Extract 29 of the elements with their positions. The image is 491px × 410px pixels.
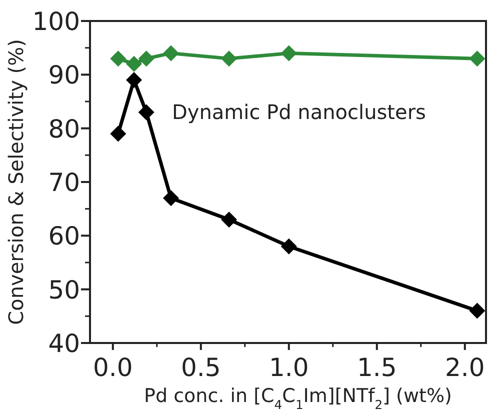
point [221,50,238,67]
point [280,45,297,62]
x-axis-title: Pd conc. in [C$_{4}$C$_{1}$Im][NTf$_{2}$] (wt%) [144,385,452,410]
y-tick-label: 40 [48,329,80,358]
y-tick-label: 50 [48,275,80,304]
point [162,45,179,62]
point [126,72,142,88]
annotation: Dynamic Pd nanoclusters [172,100,426,124]
y-tick-label: 80 [48,114,80,144]
point [162,190,179,206]
point [138,104,154,120]
x-tick-label: 0.0 [92,353,133,382]
point [280,238,297,254]
point [110,126,126,142]
point [110,50,126,67]
y-tick-label: 70 [48,168,80,197]
x-tick-label: 1.5 [356,353,397,382]
point [221,212,238,228]
point [138,50,154,67]
x-tick-label: 2.0 [444,353,485,382]
y-tick-label: 100 [32,7,80,36]
point [469,302,486,319]
y-tick-label: 90 [48,60,80,90]
point [126,56,142,72]
y-tick-label: 60 [48,222,80,251]
point [469,50,486,67]
y-axis-title: Conversion & Selectivity (%) [4,39,28,325]
x-tick-label: 1.0 [268,353,309,382]
x-tick-label: 0.5 [180,353,221,382]
